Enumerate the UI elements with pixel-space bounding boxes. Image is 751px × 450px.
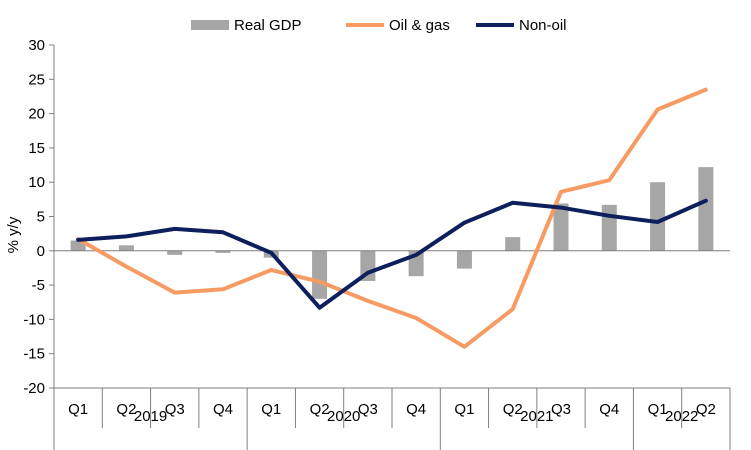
y-tick-label: -20	[23, 380, 45, 397]
series-line	[76, 87, 708, 349]
series-line	[76, 198, 708, 310]
legend: Real GDP Oil & gas Non-oil	[191, 17, 567, 34]
year-label: 2020	[327, 408, 360, 425]
y-tick-label: -15	[23, 346, 45, 363]
y-tick-label: 30	[28, 37, 45, 54]
bar	[456, 250, 472, 269]
legend-swatch	[191, 20, 229, 30]
x-tick-label: Q1	[68, 401, 88, 418]
y-axis-label: % y/y	[5, 216, 22, 253]
year-label: 2019	[134, 408, 167, 425]
year-label: 2021	[520, 408, 553, 425]
y-tick-label: -10	[23, 311, 45, 328]
x-tick-label: Q2	[696, 401, 716, 418]
bar	[118, 245, 134, 251]
bar	[312, 250, 328, 299]
y-axis: -20 -15 -10 -5 0 5 10 15 20 25 30	[23, 37, 55, 397]
x-tick-label: Q1	[454, 401, 474, 418]
y-tick-label: 10	[28, 174, 45, 191]
y-tick-label: 0	[37, 243, 45, 260]
bar	[70, 240, 86, 251]
year-label: 2022	[665, 408, 698, 425]
y-tick-label: 20	[28, 106, 45, 123]
x-tick-label: Q2	[310, 401, 330, 418]
bar	[698, 167, 714, 251]
x-tick-label: Q2	[116, 401, 136, 418]
legend-label: Non-oil	[519, 17, 567, 34]
x-tick-label: Q1	[261, 401, 281, 418]
bar	[167, 250, 183, 255]
x-tick-label: Q4	[406, 401, 426, 418]
bar	[650, 182, 666, 251]
line-series	[76, 87, 708, 349]
y-tick-label: -5	[32, 277, 45, 294]
x-tick-label: Q4	[213, 401, 233, 418]
bar	[505, 237, 521, 251]
x-tick-label: Q3	[358, 401, 378, 418]
bar	[601, 204, 617, 251]
bar	[553, 203, 569, 251]
legend-label: Real GDP	[234, 17, 302, 34]
x-tick-label: Q3	[551, 401, 571, 418]
y-tick-label: 15	[28, 140, 45, 157]
bar	[215, 250, 231, 253]
x-tick-label: Q3	[165, 401, 185, 418]
y-tick-label: 5	[37, 209, 45, 226]
x-tick-label: Q1	[648, 401, 668, 418]
x-tick-label: Q2	[503, 401, 523, 418]
x-tick-label: Q4	[599, 401, 619, 418]
y-tick-label: 25	[28, 71, 45, 88]
legend-label: Oil & gas	[389, 17, 450, 34]
